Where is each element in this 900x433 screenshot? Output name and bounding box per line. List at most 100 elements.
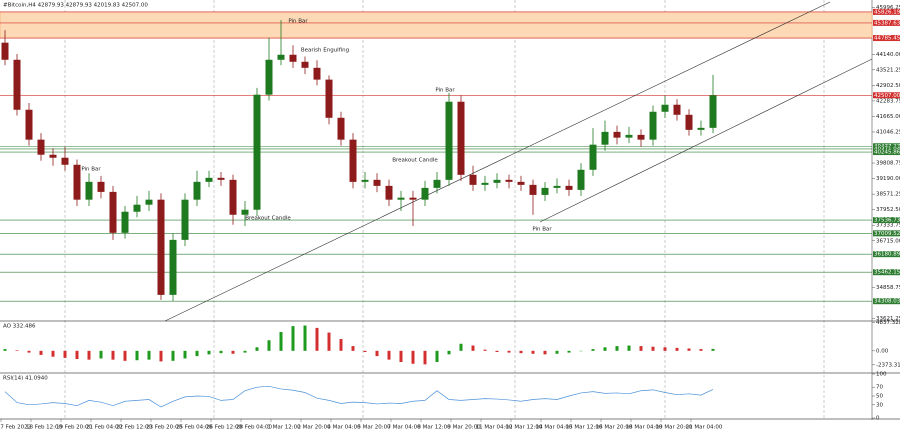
candle-body xyxy=(649,111,657,140)
candle-body xyxy=(337,117,345,140)
level-label-box xyxy=(873,269,900,276)
ao-bar xyxy=(219,350,223,354)
y-tick-label: 38571.25 xyxy=(876,192,900,198)
ao-bar xyxy=(339,339,343,351)
candle-body xyxy=(313,67,321,80)
y-tick-label: 44140.00 xyxy=(876,52,900,58)
candle-body xyxy=(181,199,189,240)
y-tick-label: 34858.75 xyxy=(876,285,900,291)
ao-bar xyxy=(255,347,259,351)
x-tick-label: 11 Mar 04:00 xyxy=(476,425,513,431)
candle-body xyxy=(529,184,537,195)
annotation: Pin Bar xyxy=(532,227,552,233)
x-tick-label: 21 Feb 04:00 xyxy=(86,425,123,431)
ao-bar xyxy=(651,346,655,351)
ao-bar xyxy=(63,350,67,358)
y-tick-label: 36715.00 xyxy=(876,238,900,244)
level-label-box xyxy=(873,230,900,237)
level-label-box xyxy=(873,298,900,305)
candle-body xyxy=(409,197,417,200)
x-tick-label: 8 Mar 12:00 xyxy=(417,425,451,431)
candle-body xyxy=(193,181,201,200)
ao-bar xyxy=(15,350,19,351)
candle-body xyxy=(229,179,237,215)
ao-bar xyxy=(495,350,499,352)
ao-bar xyxy=(711,348,715,351)
x-tick-label: 1 Mar 12:00 xyxy=(267,425,301,431)
candle-body xyxy=(613,131,621,138)
y-tick-label: 45996.25 xyxy=(876,5,900,11)
ao-bar xyxy=(363,350,367,352)
candle-body xyxy=(697,127,705,130)
rsi-title: RSI(14) 41.0940 xyxy=(3,376,48,382)
candle-body xyxy=(565,185,573,190)
x-tick-label: 17 Feb 2022 xyxy=(0,425,31,431)
candle-body xyxy=(277,54,285,60)
x-tick-label: 23 Feb 20:00 xyxy=(146,425,183,431)
candle-body xyxy=(289,54,297,62)
x-tick-label: 25 Feb 04:00 xyxy=(176,425,213,431)
ao-bar xyxy=(483,349,487,351)
candle-body xyxy=(685,114,693,130)
ao-bar xyxy=(459,343,463,351)
level-label-box xyxy=(873,251,900,258)
ao-bar xyxy=(207,350,211,355)
ao-bar xyxy=(375,350,379,357)
y-tick-label: 37333.75 xyxy=(876,223,900,229)
ao-bar xyxy=(75,350,79,360)
level-label: 44785.45 xyxy=(874,36,900,42)
ao-bar xyxy=(471,345,475,351)
y-tick-label: 41665.00 xyxy=(876,114,900,120)
level-label-box xyxy=(873,8,900,15)
x-tick-label: 15 Mar 12:00 xyxy=(566,425,603,431)
ao-bar xyxy=(411,350,415,364)
level-label: 40245.86 xyxy=(874,150,900,156)
x-tick-label: 22 Feb 12:00 xyxy=(116,425,153,431)
ao-bar xyxy=(231,350,235,354)
candle-body xyxy=(109,191,117,233)
candle-body xyxy=(493,179,501,183)
x-tick-label: 21 Mar 04:00 xyxy=(686,425,723,431)
level-label: 35462.15 xyxy=(874,270,900,276)
y-tick-label: 4837.328 xyxy=(876,320,900,326)
ao-bar xyxy=(87,350,91,360)
candle-body xyxy=(73,164,81,200)
y-tick-label: -2373.317 xyxy=(876,362,900,368)
ao-bar xyxy=(519,350,523,354)
y-tick-label: 0.00 xyxy=(876,348,889,354)
level-label: 37536.73 xyxy=(874,218,900,224)
candle-body xyxy=(553,185,561,188)
ao-bar xyxy=(543,350,547,355)
ao-bar xyxy=(567,350,571,353)
ao-bar xyxy=(699,349,703,351)
y-tick-label: 39190.00 xyxy=(876,176,900,182)
level-label-box xyxy=(873,217,900,224)
annotation: Breakout Candle xyxy=(245,216,291,222)
ao-bar xyxy=(507,350,511,353)
candle-body xyxy=(373,179,381,186)
trendline xyxy=(164,1,831,322)
candle-body xyxy=(661,104,669,112)
level-label-box xyxy=(873,145,900,152)
ao-bar xyxy=(243,350,247,353)
candle-body xyxy=(97,181,105,192)
ao-bar xyxy=(423,350,427,365)
y-tick-label: 50 xyxy=(876,394,883,400)
ao-bar xyxy=(687,348,691,351)
candle-body xyxy=(217,177,225,180)
x-tick-label: 9 Mar 20:00 xyxy=(447,425,481,431)
y-tick-label: 39808.75 xyxy=(876,161,900,167)
annotation: Pin Bar xyxy=(288,19,308,25)
y-tick-label: 70 xyxy=(876,385,883,391)
level-label: 37009.52 xyxy=(874,231,900,237)
candle-body xyxy=(133,204,141,212)
level-label-box xyxy=(873,35,900,42)
ao-bar xyxy=(615,346,619,351)
candle-body xyxy=(349,139,357,182)
y-tick-label: 100 xyxy=(876,372,887,378)
trendline xyxy=(539,58,873,223)
